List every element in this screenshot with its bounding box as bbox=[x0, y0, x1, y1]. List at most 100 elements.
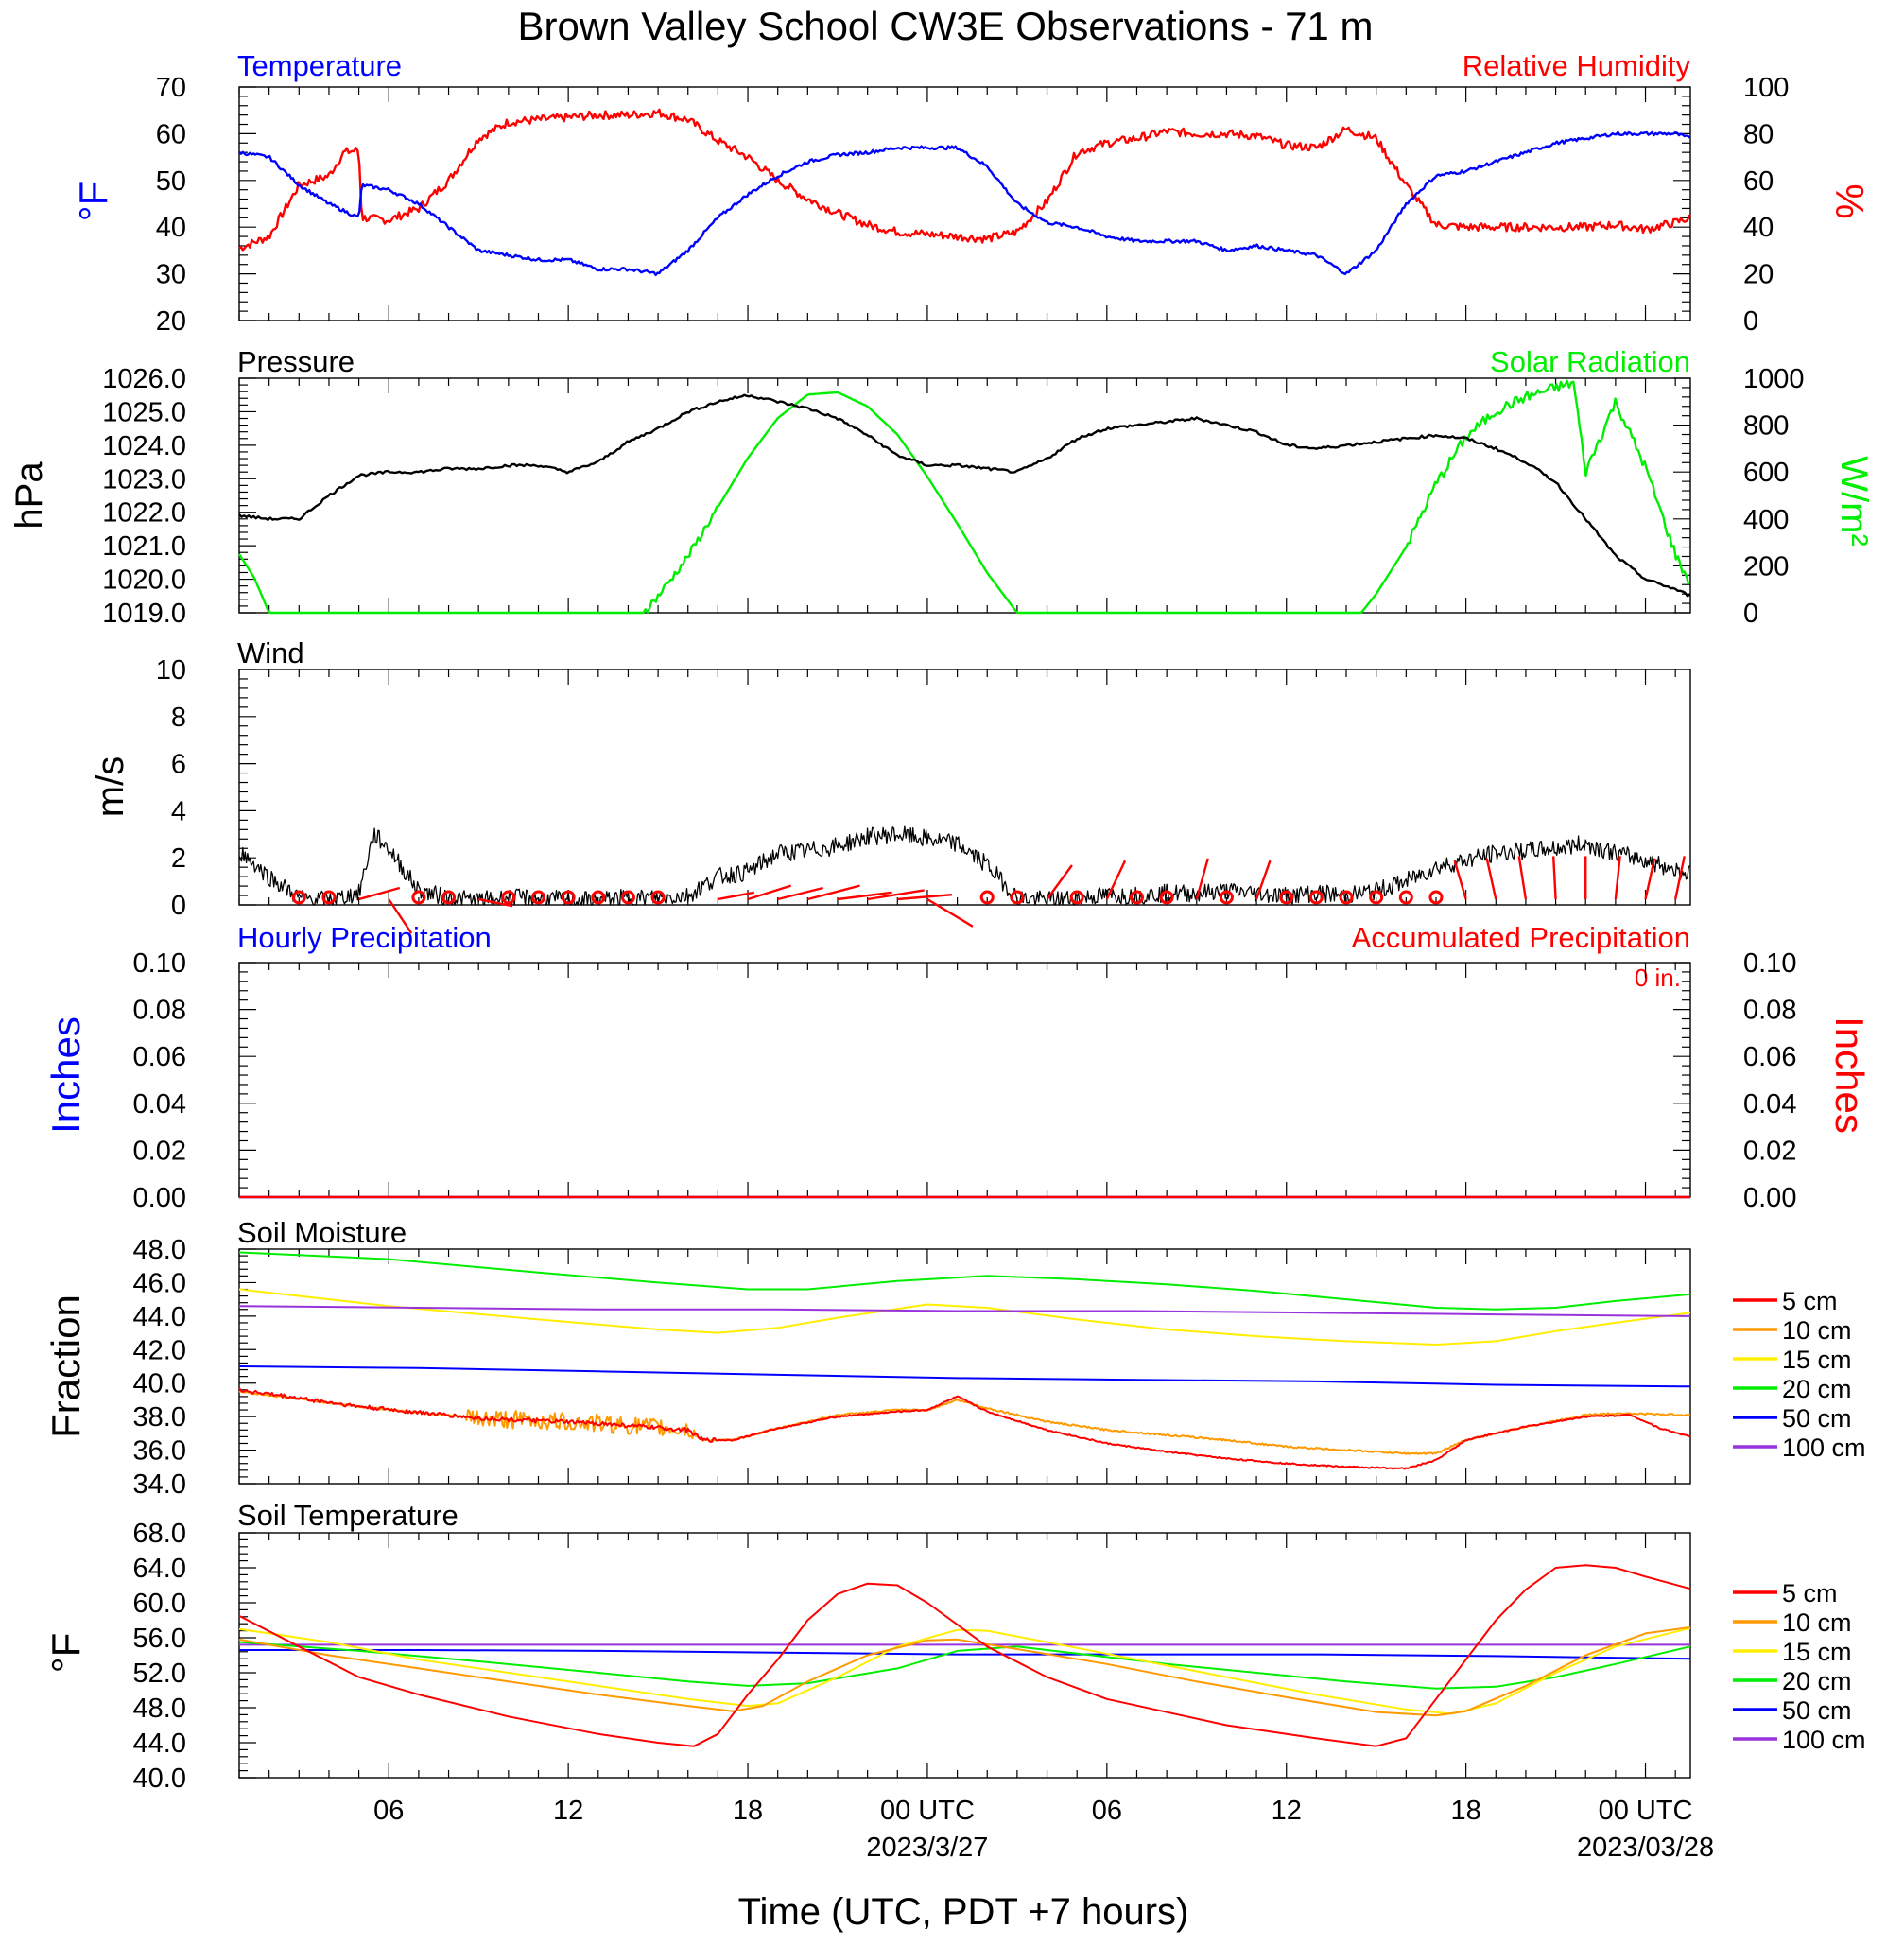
soilm-ytick-label-left: 36.0 bbox=[133, 1436, 186, 1467]
wind-calm-marker bbox=[291, 890, 306, 905]
soilm-frame bbox=[238, 1248, 1691, 1485]
soilt-ytick-label-left: 56.0 bbox=[133, 1624, 186, 1654]
soil-moisture-legend-label: 50 cm bbox=[1782, 1404, 1852, 1433]
wind-calm-marker bbox=[1010, 890, 1025, 905]
soilt-ytick-label-left: 60.0 bbox=[133, 1589, 186, 1619]
wind-barb bbox=[1105, 860, 1127, 900]
xaxis-label: Time (UTC, PDT +7 hours) bbox=[738, 1891, 1189, 1933]
soilm-ytick-label-left: 44.0 bbox=[133, 1302, 186, 1332]
hourly-precip-title: Hourly Precipitation bbox=[237, 921, 492, 954]
soil-moisture-legend-label: 15 cm bbox=[1782, 1346, 1852, 1374]
soil-temperature-20cm-line bbox=[238, 1641, 1691, 1690]
xdate-label: 2023/3/27 bbox=[866, 1833, 988, 1863]
precip-ytick-label-right: 0.06 bbox=[1743, 1042, 1796, 1072]
xdate-label: 2023/03/28 bbox=[1577, 1833, 1714, 1863]
wind-barb bbox=[897, 894, 952, 901]
wind-barb bbox=[1255, 860, 1272, 900]
soil-moisture-legend-label: 5 cm bbox=[1782, 1287, 1838, 1315]
temp-ytick-label-right: 0 bbox=[1743, 306, 1758, 337]
soilm-ytick-label-left: 34.0 bbox=[133, 1469, 186, 1500]
soilt-ytick-label-left: 52.0 bbox=[133, 1659, 186, 1689]
soil-moisture-5cm-line bbox=[238, 1387, 1691, 1470]
wind-calm-marker bbox=[441, 890, 457, 905]
soilt-ytick-label-left: 64.0 bbox=[133, 1554, 186, 1584]
wind-ytick-label-left: 2 bbox=[171, 843, 186, 874]
humidity-line bbox=[238, 108, 1691, 252]
wind-barb bbox=[1046, 864, 1073, 900]
precip-frame bbox=[238, 962, 1691, 1198]
accum-precip-total: 0 in. bbox=[1635, 964, 1681, 992]
soil-temperature-legend-label: 20 cm bbox=[1782, 1667, 1852, 1695]
wind-calm-marker bbox=[321, 890, 337, 905]
wind-calm-marker bbox=[411, 890, 426, 905]
temp-ytick-label-right: 100 bbox=[1743, 73, 1789, 103]
soil-moisture-legend-label: 10 cm bbox=[1782, 1316, 1852, 1345]
wind-calm-marker bbox=[530, 890, 545, 905]
soil-temperature-legend-label: 50 cm bbox=[1782, 1696, 1852, 1725]
soil-moisture-ylabel: Fraction bbox=[43, 1294, 88, 1438]
temperature-title: Temperature bbox=[237, 49, 402, 82]
soil-temperature-10cm-line bbox=[238, 1625, 1691, 1717]
temp-ytick-label-left: 60 bbox=[156, 119, 186, 149]
temperature-ylabel: °F bbox=[71, 182, 115, 221]
soilm-ytick-label-left: 42.0 bbox=[133, 1335, 186, 1365]
pressure-line bbox=[238, 393, 1690, 598]
humidity-title: Relative Humidity bbox=[1463, 49, 1691, 82]
precip-ytick-label-left: 0.02 bbox=[133, 1136, 186, 1166]
wind-calm-marker bbox=[561, 890, 576, 905]
chart-title: Brown Valley School CW3E Observations - … bbox=[518, 4, 1374, 48]
xtick-label: 00 UTC bbox=[880, 1796, 975, 1826]
wind-calm-marker bbox=[1339, 890, 1354, 905]
pressure-ylabel: hPa bbox=[9, 461, 50, 530]
temp-ytick-label-right: 40 bbox=[1743, 213, 1774, 243]
soil-moisture-50cm-line bbox=[238, 1365, 1691, 1388]
wind-barb bbox=[807, 884, 860, 901]
precip-ytick-label-left: 0.00 bbox=[133, 1183, 186, 1213]
press-ytick-label-right: 400 bbox=[1743, 505, 1789, 535]
soil-moisture-legend-label: 20 cm bbox=[1782, 1375, 1852, 1403]
pressure-title: Pressure bbox=[237, 345, 355, 378]
press-ytick-label-left: 1021.0 bbox=[102, 531, 186, 562]
wind-ytick-label-left: 4 bbox=[171, 796, 186, 826]
soilt-ytick-label-left: 44.0 bbox=[133, 1729, 186, 1759]
temp-ytick-label-right: 20 bbox=[1743, 260, 1774, 290]
wind-calm-marker bbox=[1279, 890, 1294, 905]
wind-barb bbox=[1517, 856, 1528, 900]
wind-calm-marker bbox=[1369, 890, 1384, 905]
soilm-ytick-label-left: 46.0 bbox=[133, 1268, 186, 1298]
soilt-frame bbox=[238, 1532, 1691, 1779]
press-ytick-label-left: 1025.0 bbox=[102, 397, 186, 427]
solar-radiation-title: Solar Radiation bbox=[1490, 345, 1690, 378]
soilt-ytick-label-left: 40.0 bbox=[133, 1764, 186, 1794]
precip-ylabel-left: Inches bbox=[43, 1016, 88, 1134]
wind-ytick-label-left: 0 bbox=[171, 891, 186, 921]
press-ytick-label-left: 1023.0 bbox=[102, 464, 186, 495]
soilt-ytick-label-left: 48.0 bbox=[133, 1694, 186, 1724]
precip-ytick-label-left: 0.06 bbox=[133, 1042, 186, 1072]
precip-ylabel-right: Inches bbox=[1827, 1016, 1872, 1134]
temp-ytick-label-left: 50 bbox=[156, 166, 186, 197]
soil-moisture-20cm-line bbox=[238, 1251, 1691, 1311]
wind-title: Wind bbox=[237, 636, 304, 669]
wind-barb bbox=[477, 897, 513, 908]
humidity-ylabel: % bbox=[1827, 183, 1872, 218]
wind-barb bbox=[837, 891, 892, 901]
precip-ytick-label-right: 0.04 bbox=[1743, 1089, 1796, 1120]
wind-calm-marker bbox=[591, 890, 606, 905]
temp-ytick-label-left: 40 bbox=[156, 213, 186, 243]
wind-barb bbox=[1551, 856, 1557, 900]
wind-calm-marker bbox=[1308, 890, 1324, 905]
soil-temperature-50cm-line bbox=[239, 1649, 1691, 1660]
soilm-ytick-label-left: 48.0 bbox=[133, 1235, 186, 1265]
soil-temperature-5cm-line bbox=[238, 1564, 1691, 1747]
press-ytick-label-right: 800 bbox=[1743, 411, 1789, 442]
soil-moisture-legend-label: 100 cm bbox=[1782, 1433, 1866, 1462]
temp-ytick-label-left: 70 bbox=[156, 73, 186, 103]
temp-ytick-label-left: 30 bbox=[156, 260, 186, 290]
xtick-label: 06 bbox=[373, 1796, 404, 1826]
press-ytick-label-left: 1020.0 bbox=[102, 565, 186, 596]
wind-barb bbox=[777, 886, 823, 901]
wind-calm-marker bbox=[1219, 890, 1234, 905]
wind-calm-marker bbox=[650, 890, 666, 905]
wind-frame bbox=[238, 669, 1691, 906]
